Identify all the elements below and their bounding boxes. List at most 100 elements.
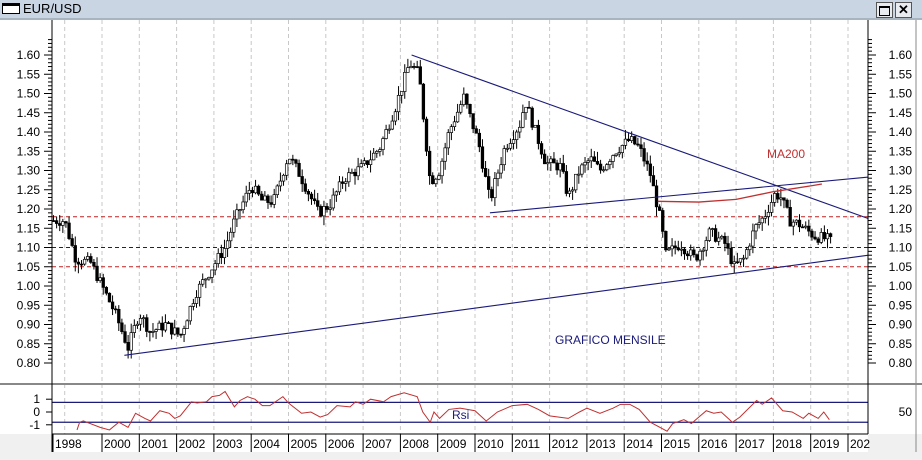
price-bar-body <box>151 331 155 333</box>
price-bar-body <box>331 194 335 209</box>
x-tick-label: 2013 <box>589 437 616 451</box>
price-bar-body <box>518 126 522 133</box>
price-bar-body <box>763 216 767 219</box>
price-bar-body <box>794 219 799 223</box>
price-bar-body <box>362 160 366 164</box>
price-bar-body <box>468 103 472 114</box>
trendlines <box>124 54 869 356</box>
x-tick-label: 2000 <box>104 437 131 451</box>
price-bar-body <box>483 168 488 177</box>
price-bar-body <box>213 263 217 271</box>
price-bar-body <box>446 132 450 149</box>
price-bar-body <box>682 248 687 255</box>
price-bar-body <box>64 221 68 224</box>
price-bar-body <box>89 256 93 263</box>
price-bar-body <box>493 178 497 199</box>
rsi-tick-label: 0 <box>33 405 40 419</box>
price-bar-body <box>384 129 388 139</box>
price-bar-body <box>120 322 124 333</box>
y-tick-label-right: 1.00 <box>889 279 913 293</box>
price-bar-body <box>480 146 485 169</box>
y-tick-label: 1.30 <box>17 164 41 178</box>
y-tick-label: 1.45 <box>17 106 41 120</box>
rsi-panel: 10-1 50 <box>29 390 912 435</box>
price-bar-body <box>745 249 749 259</box>
price-bar-body <box>602 169 606 172</box>
price-bar-body <box>633 136 637 145</box>
price-bar-body <box>639 144 643 149</box>
price-bar-body <box>459 104 463 113</box>
price-bar-body <box>661 210 665 232</box>
price-bar-body <box>449 126 454 133</box>
x-tick-label: 2008 <box>402 437 429 451</box>
price-bar-body <box>695 254 699 261</box>
price-bar-body <box>135 323 140 326</box>
x-tick-label: 2002 <box>179 437 206 451</box>
price-bar-body <box>704 240 708 251</box>
price-bar-body <box>561 163 565 172</box>
price-bar-body <box>536 124 541 144</box>
price-bar-body <box>201 279 205 285</box>
rsi-tick-label: 1 <box>33 392 40 406</box>
price-bar-body <box>309 193 314 200</box>
price-bar-body <box>82 258 87 265</box>
price-bar-body <box>434 178 438 185</box>
price-bar-body <box>169 322 174 335</box>
price-bar-body <box>515 131 519 141</box>
price-bar-body <box>390 120 394 130</box>
price-bar-body <box>642 148 646 162</box>
close-icon: ✕ <box>898 2 909 17</box>
price-bar-body <box>154 329 158 332</box>
price-bar-body <box>403 72 407 92</box>
price-bar-body <box>539 143 544 155</box>
x-tick-label: 2019 <box>813 437 840 451</box>
price-bar-body <box>670 245 674 250</box>
price-bar-body <box>98 277 102 281</box>
price-bar-body <box>667 248 671 251</box>
price-bar-body <box>412 66 416 68</box>
chart-canvas: MA200 GRAFICO MENSILE 1.601.551.501.451.… <box>0 20 922 452</box>
price-bar-body <box>583 162 587 166</box>
price-bar-body <box>527 106 531 109</box>
price-bar-body <box>54 220 59 224</box>
price-bar-body <box>275 185 279 196</box>
price-bar-body <box>427 150 432 177</box>
price-bar-body <box>546 162 550 165</box>
maximize-button[interactable] <box>876 2 893 18</box>
close-button[interactable]: ✕ <box>895 2 912 18</box>
price-bar-body <box>117 308 121 324</box>
price-bar-body <box>645 160 649 165</box>
price-bar-body <box>710 228 715 230</box>
price-bar-body <box>86 256 90 260</box>
chart-annotation: GRAFICO MENSILE <box>555 333 666 347</box>
price-bar-body <box>316 200 320 207</box>
price-bar-body <box>291 158 295 161</box>
price-bar-body <box>278 180 283 187</box>
price-bar-body <box>350 171 354 174</box>
price-bar-body <box>626 138 631 141</box>
y-tick-label: 1.10 <box>17 241 41 255</box>
price-bar-body <box>188 306 192 322</box>
trendline <box>411 54 869 220</box>
price-bar-body <box>210 269 214 278</box>
price-bar-body <box>344 181 348 184</box>
window-icon <box>2 3 20 14</box>
price-bar-body <box>791 221 795 227</box>
price-bar-body <box>689 249 693 257</box>
y-tick-label-right: 1.30 <box>889 164 913 178</box>
price-bar-body <box>204 278 208 281</box>
price-bar-body <box>300 176 304 185</box>
price-bar-body <box>651 175 656 187</box>
price-bar-body <box>807 225 811 232</box>
price-bar-body <box>157 322 161 331</box>
price-bar-body <box>521 112 525 128</box>
x-tick-label: 2015 <box>664 437 691 451</box>
y-tick-label-right: 1.15 <box>889 221 913 235</box>
price-bar-body <box>79 263 84 266</box>
price-bar-body <box>648 163 652 176</box>
price-bar-body <box>216 253 220 264</box>
y-tick-label-right: 1.25 <box>889 183 913 197</box>
price-bar-body <box>757 222 761 225</box>
grid <box>64 20 849 434</box>
price-bar-body <box>630 136 634 141</box>
